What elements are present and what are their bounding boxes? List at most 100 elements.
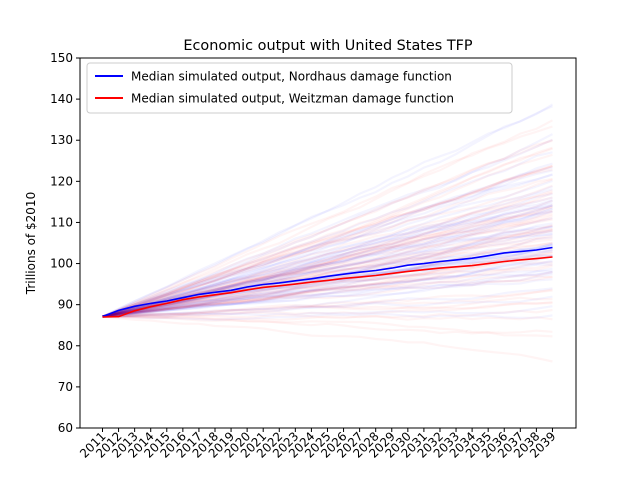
simulated-path xyxy=(102,264,553,318)
simulated-path xyxy=(102,228,553,318)
simulated-path xyxy=(102,296,553,318)
simulated-path xyxy=(102,204,553,318)
simulated-path xyxy=(102,250,553,318)
simulated-path xyxy=(102,273,553,318)
simulated-path xyxy=(102,275,553,318)
legend-box xyxy=(86,62,513,114)
simulated-path xyxy=(102,308,553,320)
simulated-path xyxy=(102,125,553,318)
simulated-path xyxy=(102,305,553,318)
simulated-path xyxy=(102,260,553,318)
y-axis: 60 70 80 90 100 110 120 130 140 150 xyxy=(50,51,80,435)
simulated-path xyxy=(102,246,553,318)
y-tick-label: 130 xyxy=(50,133,73,147)
simulated-path xyxy=(102,238,553,318)
simulated-path xyxy=(102,243,553,318)
chart-title: Economic output with United States TFP xyxy=(183,38,472,54)
simulated-path xyxy=(102,199,553,318)
legend: Median simulated output, Nordhaus damage… xyxy=(86,62,513,114)
simulated-path xyxy=(102,166,553,318)
simulated-path xyxy=(102,173,553,318)
simulated-path xyxy=(102,278,553,318)
simulated-path xyxy=(102,254,553,318)
simulated-path xyxy=(102,138,553,318)
simulated-path xyxy=(102,275,553,318)
simulated-path xyxy=(102,301,553,318)
simulated-path xyxy=(102,289,553,318)
simulated-path xyxy=(102,295,553,318)
simulated-path xyxy=(102,165,553,318)
simulated-path xyxy=(102,196,553,318)
y-tick-label: 60 xyxy=(58,421,73,435)
simulated-path xyxy=(102,177,553,318)
simulated-path xyxy=(102,173,553,318)
y-tick-label: 120 xyxy=(50,174,73,188)
simulated-path xyxy=(102,196,553,318)
simulated-path xyxy=(102,248,553,318)
simulated-path xyxy=(102,188,553,318)
y-tick-label: 100 xyxy=(50,257,73,271)
median-lines xyxy=(102,246,553,318)
plot-frame xyxy=(79,57,577,429)
y-axis-label: Trillions of $2010 xyxy=(24,192,38,295)
simulated-path xyxy=(102,153,553,318)
legend-label-nordhaus: Median simulated output, Nordhaus damage… xyxy=(131,70,452,84)
simulated-path xyxy=(102,233,553,318)
simulated-path xyxy=(102,229,553,318)
simulated-path xyxy=(102,147,553,318)
median-line-weitzman xyxy=(102,256,553,318)
legend-label-weitzman: Median simulated output, Weitzman damage… xyxy=(131,92,454,106)
simulated-path xyxy=(102,315,553,338)
simulated-path xyxy=(102,151,553,318)
simulated-path xyxy=(102,315,553,321)
simulated-path xyxy=(102,231,553,318)
simulated-path xyxy=(102,185,553,318)
simulated-path xyxy=(102,178,553,318)
simulated-path xyxy=(102,263,553,318)
simulated-path xyxy=(102,267,553,318)
simulated-path xyxy=(102,248,553,318)
y-tick-label: 140 xyxy=(50,92,73,106)
simulated-path xyxy=(102,254,553,318)
simulated-path xyxy=(102,192,553,318)
simulated-path xyxy=(102,269,553,318)
simulated-path xyxy=(102,168,553,318)
simulated-path xyxy=(102,164,553,318)
simulated-path xyxy=(102,169,553,318)
simulated-path xyxy=(102,243,553,318)
simulated-path xyxy=(102,184,553,318)
simulated-path xyxy=(102,191,553,318)
simulated-path xyxy=(102,270,553,318)
simulated-path xyxy=(102,288,553,318)
y-tick-label: 70 xyxy=(58,380,73,394)
simulated-path xyxy=(102,224,553,318)
simulated-path xyxy=(102,204,553,318)
simulated-path xyxy=(102,236,553,318)
simulated-path xyxy=(102,191,553,318)
y-tick-label: 80 xyxy=(58,339,73,353)
simulated-path xyxy=(102,179,553,318)
simulated-path xyxy=(102,105,553,318)
y-tick-label: 150 xyxy=(50,51,73,65)
simulated-path xyxy=(102,218,553,318)
simulated-path xyxy=(102,315,553,363)
simulated-path xyxy=(102,254,553,318)
simulated-path xyxy=(102,207,553,318)
y-tick-label: 110 xyxy=(50,215,73,229)
simulated-path xyxy=(102,146,553,318)
simulated-path xyxy=(102,198,553,318)
simulated-path xyxy=(102,315,553,335)
simulated-path xyxy=(102,270,553,318)
simulated-path xyxy=(102,254,553,318)
simulated-path xyxy=(102,225,553,318)
simulated-path xyxy=(102,138,553,318)
simulated-path xyxy=(102,261,553,318)
simulated-path xyxy=(102,248,553,318)
y-tick-label: 90 xyxy=(58,298,73,312)
simulated-path xyxy=(102,263,553,318)
simulated-path xyxy=(102,242,553,318)
simulated-path xyxy=(102,133,554,318)
simulated-path xyxy=(102,300,553,318)
simulated-path xyxy=(102,226,553,318)
